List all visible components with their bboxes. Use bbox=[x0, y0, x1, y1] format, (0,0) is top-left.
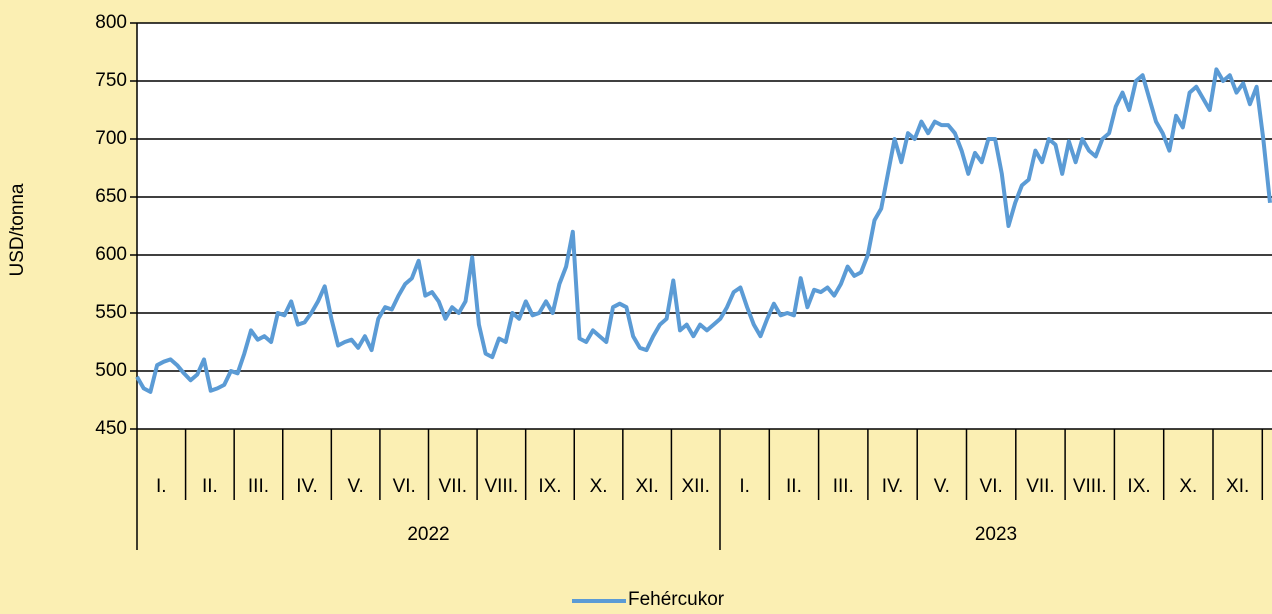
x-tick-label: XI. bbox=[636, 476, 659, 497]
x-tick-label: VII. bbox=[1026, 476, 1055, 497]
x-tick-label: X. bbox=[1179, 476, 1197, 497]
x-tick-label: IV. bbox=[296, 476, 318, 497]
plot-area bbox=[137, 23, 1272, 429]
x-tick-label: VIII. bbox=[1073, 476, 1107, 497]
x-tick-label: VII. bbox=[439, 476, 468, 497]
x-tick-label: I. bbox=[156, 476, 167, 497]
x-tick-label: VI. bbox=[980, 476, 1003, 497]
y-tick-label: 700 bbox=[95, 128, 127, 149]
y-tick-label: 750 bbox=[95, 70, 127, 91]
x-tick-label: VIII. bbox=[484, 476, 518, 497]
year-label: 2023 bbox=[975, 524, 1017, 545]
x-tick-label: II. bbox=[202, 476, 218, 497]
x-tick-label: I. bbox=[739, 476, 750, 497]
y-tick-label: 550 bbox=[95, 302, 127, 323]
y-tick-label: 800 bbox=[95, 12, 127, 33]
x-tick-label: III. bbox=[833, 476, 854, 497]
y-tick-label: 450 bbox=[95, 418, 127, 439]
x-tick-label: III. bbox=[248, 476, 269, 497]
x-tick-label: VI. bbox=[393, 476, 416, 497]
y-tick-label: 650 bbox=[95, 186, 127, 207]
x-tick-label: X. bbox=[590, 476, 608, 497]
x-tick-label: IX. bbox=[538, 476, 561, 497]
x-tick-label: II. bbox=[786, 476, 802, 497]
y-axis-label: USD/tonna bbox=[7, 183, 28, 276]
x-tick-label: IV. bbox=[882, 476, 904, 497]
y-tick-label: 500 bbox=[95, 360, 127, 381]
x-tick-label: IX. bbox=[1127, 476, 1150, 497]
x-tick-label: XII. bbox=[681, 476, 710, 497]
data-line bbox=[135, 67, 1272, 394]
x-tick-label: XI. bbox=[1226, 476, 1249, 497]
x-tick-label: V. bbox=[934, 476, 950, 497]
x-tick-label: V. bbox=[348, 476, 364, 497]
legend-label: Fehércukor bbox=[628, 589, 725, 609]
year-label: 2022 bbox=[407, 524, 449, 545]
y-tick-label: 600 bbox=[95, 244, 127, 265]
